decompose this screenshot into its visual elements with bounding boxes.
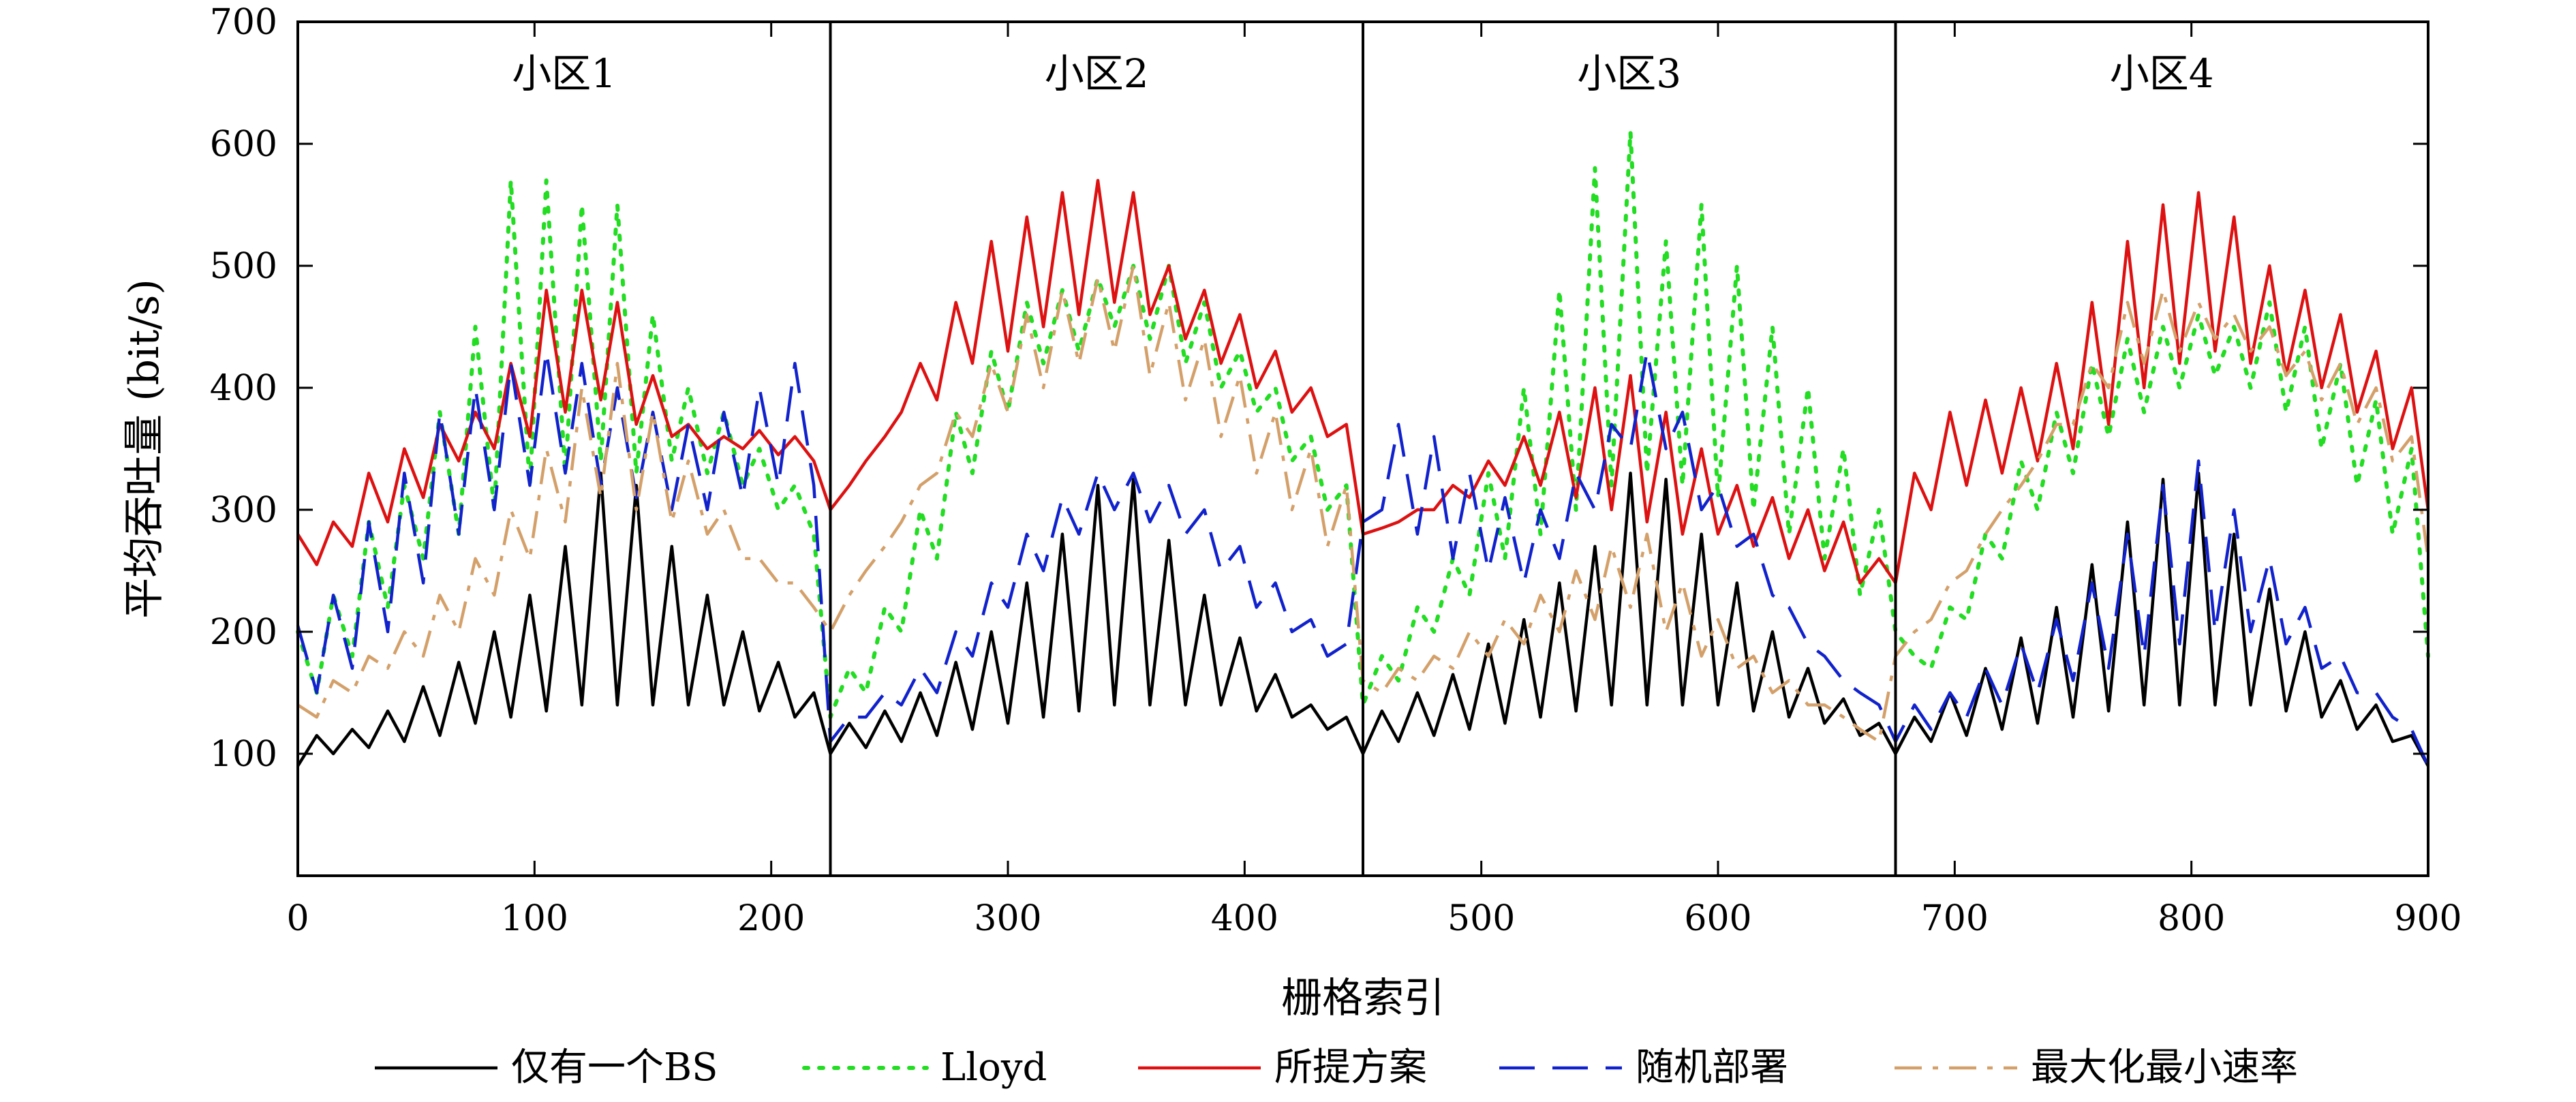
legend-label: Lloyd [940, 1045, 1047, 1090]
y-axis-ticks: 100 200 300 400 500 600 700 [210, 2, 2428, 775]
y-tick-label: 100 [210, 734, 277, 775]
legend-label: 最大化最小速率 [2031, 1045, 2298, 1090]
y-tick-label: 500 [210, 246, 277, 287]
x-tick-label: 800 [2158, 898, 2225, 939]
x-tick-label: 900 [2394, 898, 2462, 939]
region-label: 小区1 [512, 50, 616, 97]
region-label: 小区3 [1577, 50, 1681, 97]
region-label: 小区4 [2110, 50, 2214, 97]
y-tick-label: 600 [210, 124, 277, 165]
y-tick-label: 300 [210, 490, 277, 531]
y-tick-label: 200 [210, 612, 277, 653]
x-tick-label: 400 [1211, 898, 1278, 939]
x-tick-label: 300 [974, 898, 1041, 939]
region-labels: 小区1 小区2 小区3 小区4 [512, 50, 2213, 97]
legend-label: 仅有一个BS [511, 1045, 718, 1090]
legend-label: 所提方案 [1274, 1045, 1427, 1090]
legend-label: 随机部署 [1636, 1045, 1788, 1090]
y-tick-label: 400 [210, 368, 277, 409]
y-axis-title: 平均吞吐量 (bit/s) [121, 279, 168, 619]
series-line-2 [296, 129, 2430, 720]
x-tick-label: 0 [286, 898, 309, 939]
series-line-4 [296, 350, 2430, 767]
x-axis-title: 栅格索引 [1281, 975, 1445, 1022]
x-axis-ticks: 0 100 200 300 400 500 600 700 800 900 [286, 22, 2462, 939]
plot-frame [296, 20, 2429, 877]
x-tick-label: 500 [1447, 898, 1515, 939]
region-dividers [829, 22, 1897, 876]
region-label: 小区2 [1045, 50, 1149, 97]
x-tick-label: 700 [1921, 898, 1989, 939]
x-tick-label: 200 [737, 898, 805, 939]
x-tick-label: 600 [1684, 898, 1751, 939]
legend: 仅有一个BS Lloyd 所提方案 随机部署 最大化最小速率 [375, 1045, 2298, 1090]
y-tick-label: 700 [210, 2, 277, 43]
x-tick-label: 100 [501, 898, 568, 939]
